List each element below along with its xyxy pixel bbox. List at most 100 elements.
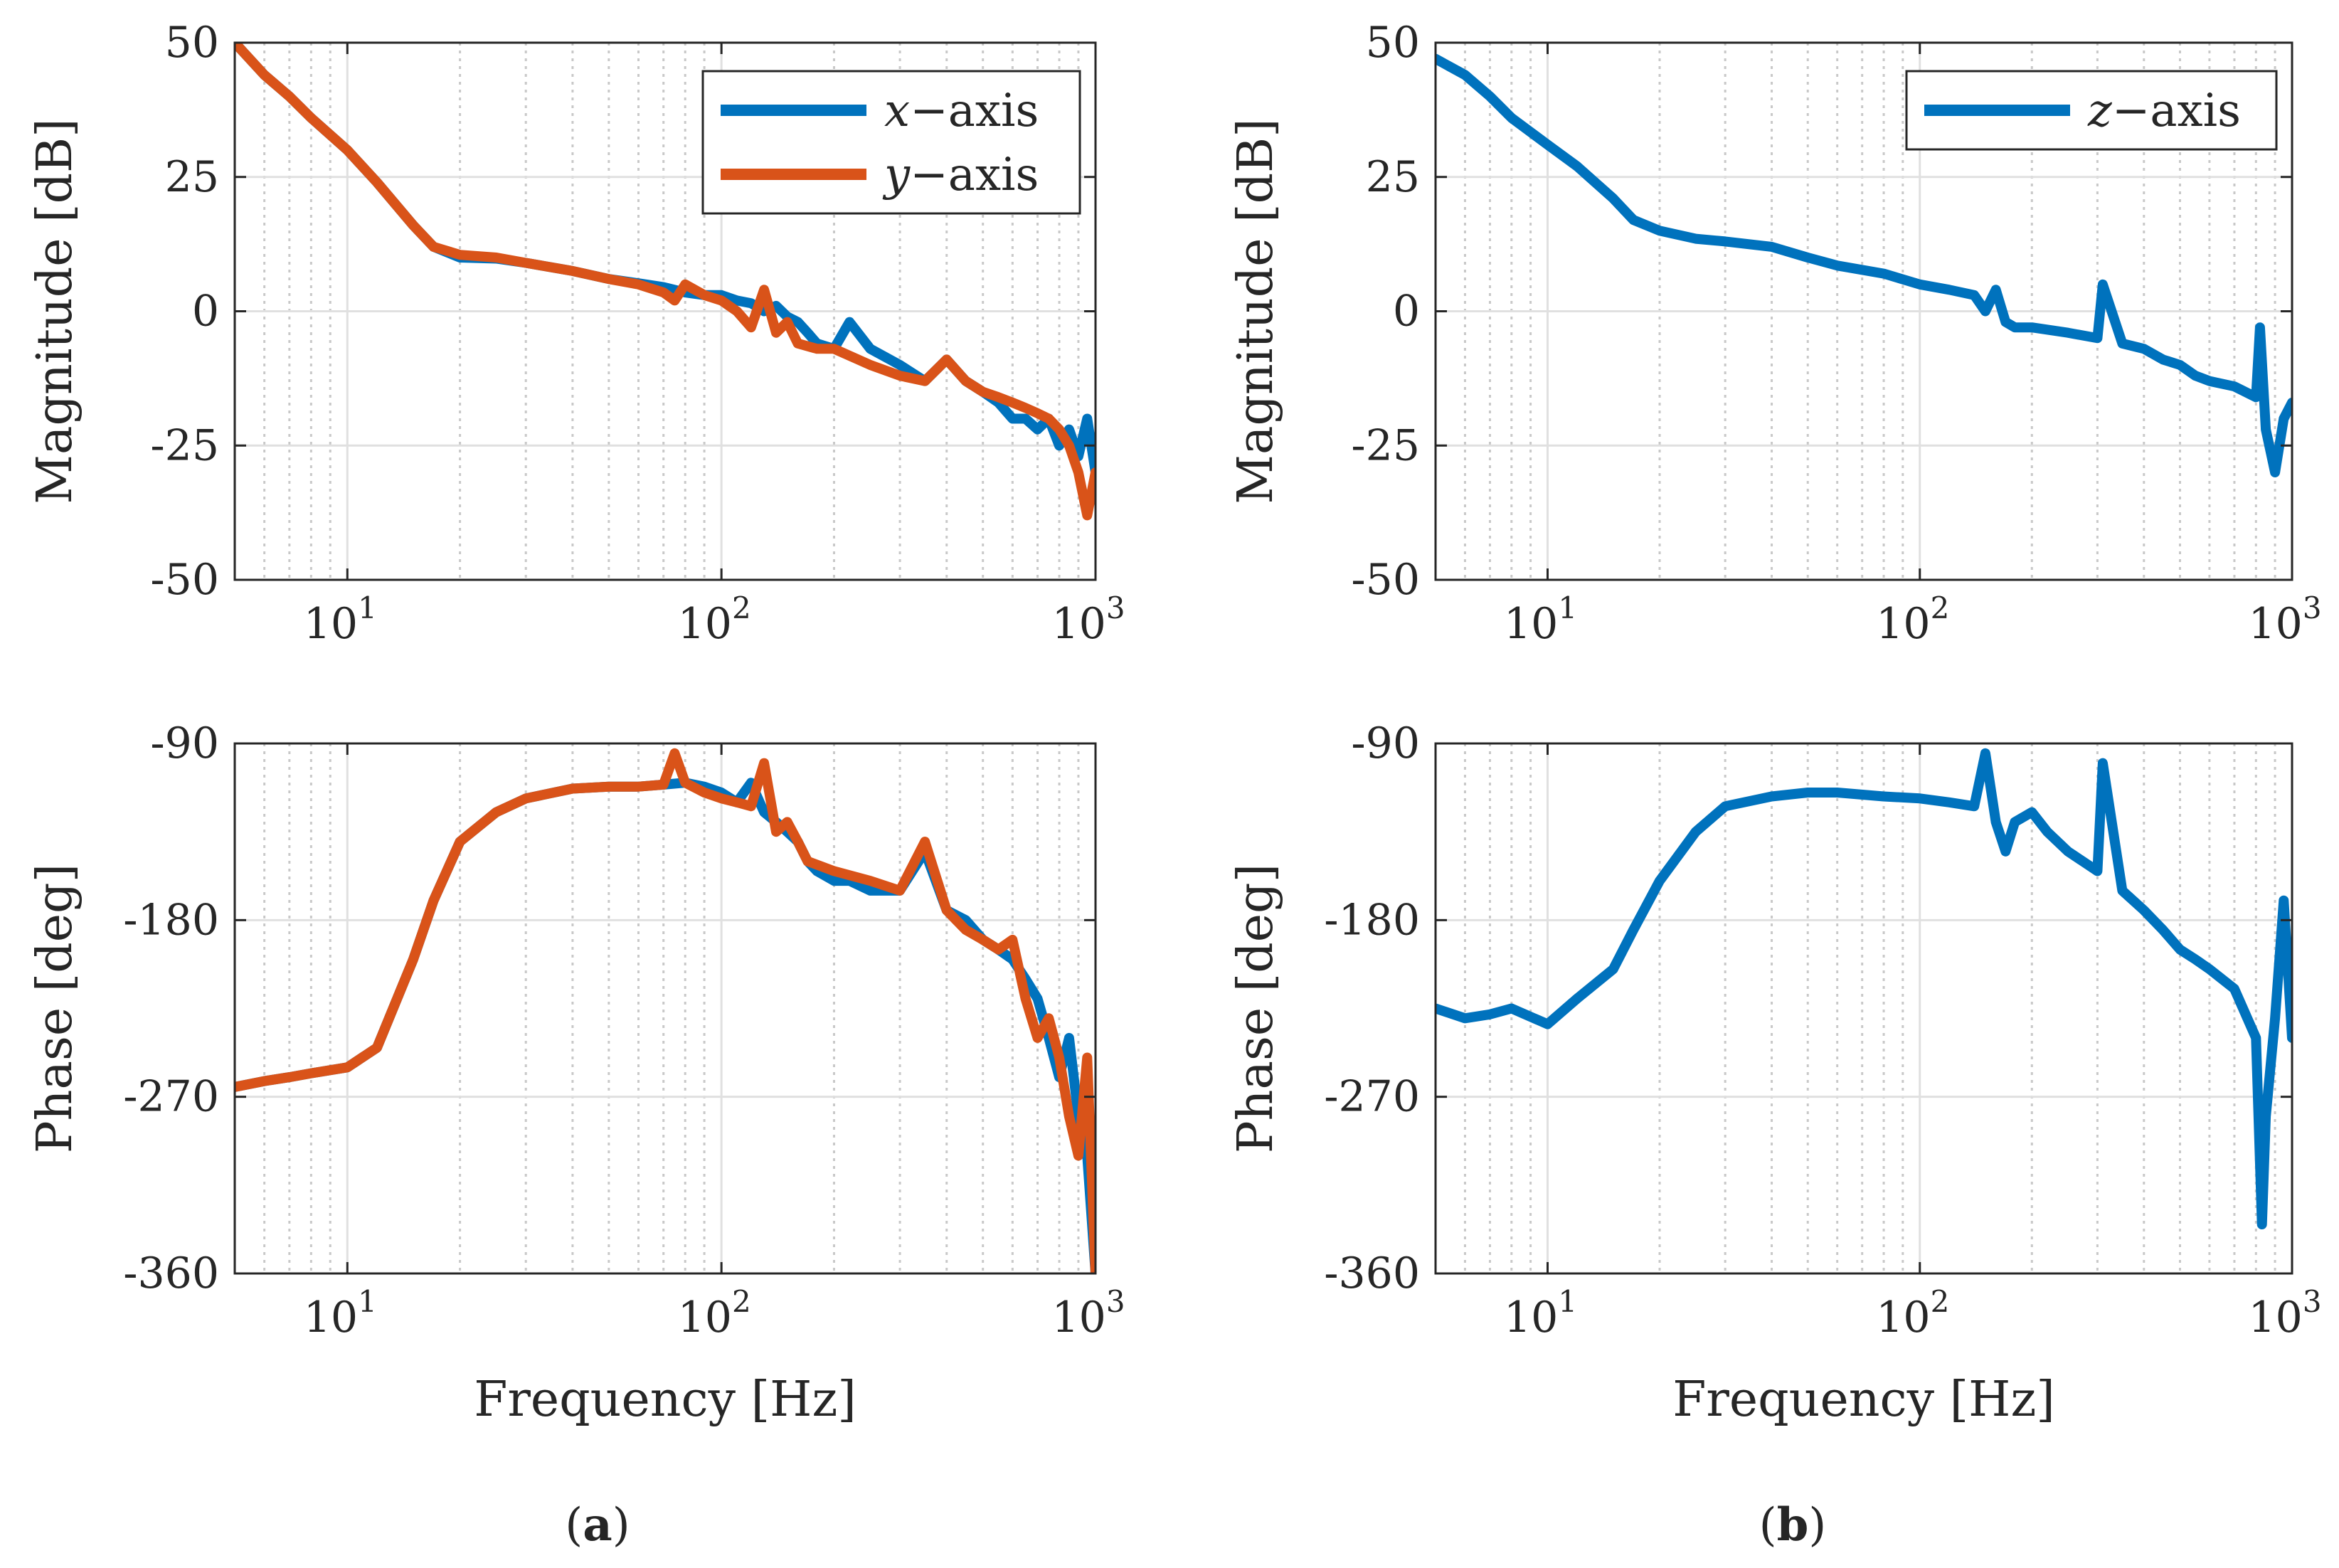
- x-tick-label: 101: [304, 1284, 377, 1342]
- minor-grid: [263, 743, 1080, 1273]
- x-tick-label: 102: [1876, 1284, 1949, 1342]
- y-tick-label: -360: [123, 1249, 219, 1298]
- x-tick-exponent: 1: [358, 1284, 377, 1319]
- x-tick-exponent: 1: [358, 590, 377, 625]
- plot-area: [235, 743, 1096, 1273]
- caption-letter: a: [583, 1498, 612, 1552]
- tick-marks: [1436, 41, 2293, 581]
- x-tick-base: 10: [1876, 1293, 1930, 1342]
- x-tick-base: 10: [304, 599, 358, 649]
- x-tick-label: 101: [1504, 590, 1577, 649]
- legend-label: z−axis: [2087, 85, 2241, 137]
- x-tick-exponent: 2: [1931, 1284, 1950, 1319]
- x-tick-base: 10: [1876, 599, 1930, 649]
- x-axis-label: Frequency [Hz]: [474, 1372, 856, 1428]
- caption-open: (: [565, 1499, 583, 1552]
- x-tick-label: 102: [1876, 590, 1949, 649]
- y-tick-label: 50: [165, 18, 219, 68]
- x-tick-base: 10: [1051, 599, 1105, 649]
- x-tick-label: 101: [304, 590, 377, 649]
- tick-marks: [235, 41, 1097, 581]
- axes-box: [233, 742, 1097, 1275]
- legend-label: x−axis: [884, 85, 1039, 137]
- x-tick-exponent: 3: [1106, 1284, 1125, 1319]
- y-tick-label: -180: [123, 895, 219, 945]
- x-tick-exponent: 2: [1931, 590, 1950, 625]
- tick-marks: [235, 742, 1097, 1275]
- x-tick-base: 10: [678, 1293, 732, 1342]
- x-tick-base: 10: [678, 599, 732, 649]
- caption-letter: b: [1777, 1498, 1809, 1552]
- legend-box: [701, 70, 1081, 215]
- x-tick-label: 103: [2248, 590, 2321, 649]
- major-grid: [1436, 43, 2292, 580]
- x-tick-base: 10: [2248, 1293, 2302, 1342]
- x-tick-label: 101: [1504, 1284, 1577, 1342]
- x-tick-exponent: 3: [1106, 590, 1125, 625]
- x-tick-base: 10: [304, 1293, 358, 1342]
- x-tick-label: 103: [1051, 590, 1125, 649]
- x-tick-label: 103: [2248, 1284, 2321, 1342]
- y-tick-label: -25: [1351, 420, 1420, 470]
- legend-var: z: [2087, 85, 2113, 137]
- y-axis-label: Magnitude [dB]: [27, 118, 83, 504]
- y-axis-label: Magnitude [dB]: [1228, 118, 1284, 504]
- y-tick-label: 0: [192, 287, 219, 337]
- series-group: [235, 43, 1096, 521]
- x-tick-label: 102: [678, 1284, 751, 1342]
- legend-suffix: −axis: [910, 85, 1039, 137]
- series-group: [1436, 53, 2292, 477]
- tick-marks: [1436, 742, 2293, 1275]
- x-tick-label: 103: [1051, 1284, 1125, 1342]
- y-tick-label: -90: [150, 719, 219, 768]
- x-tick-label: 102: [678, 590, 751, 649]
- plot-area: [1436, 743, 2292, 1273]
- y-tick-label: -25: [150, 420, 219, 470]
- caption-close: ): [1808, 1499, 1826, 1552]
- legend-suffix: −axis: [2112, 85, 2241, 137]
- legend-suffix: −axis: [910, 149, 1039, 201]
- caption-open: (: [1759, 1499, 1777, 1552]
- y-tick-label: -270: [123, 1072, 219, 1122]
- x-tick-exponent: 2: [732, 1284, 751, 1319]
- minor-grid: [1463, 743, 2276, 1273]
- legend-var: x: [884, 85, 910, 137]
- x-tick-base: 10: [2248, 599, 2302, 649]
- y-tick-label: -360: [1324, 1249, 1420, 1298]
- legend-label: y−axis: [882, 149, 1039, 201]
- axes-box: [1434, 742, 2293, 1275]
- legend: z−axis: [1905, 70, 2278, 151]
- y-axis-label: Phase [deg]: [27, 864, 83, 1153]
- x-tick-base: 10: [1504, 599, 1558, 649]
- y-tick-label: -50: [1351, 555, 1420, 605]
- y-tick-label: 50: [1366, 18, 1420, 68]
- x-tick-exponent: 1: [1558, 590, 1577, 625]
- series-group: [1436, 748, 2292, 1229]
- legend-var: y: [882, 149, 911, 201]
- y-tick-label: -90: [1351, 719, 1420, 768]
- caption-close: ): [612, 1499, 630, 1552]
- y-tick-label: 25: [1366, 152, 1420, 202]
- y-tick-label: -270: [1324, 1072, 1420, 1122]
- series-line-y−axis: [235, 43, 1096, 521]
- series-group: [235, 748, 1096, 1273]
- x-axis-label: Frequency [Hz]: [1672, 1372, 2055, 1428]
- x-tick-exponent: 1: [1558, 1284, 1577, 1319]
- y-tick-label: -50: [150, 555, 219, 605]
- y-tick-label: 0: [1393, 287, 1420, 337]
- series-line-y−axis: [235, 748, 1096, 1273]
- y-tick-label: 25: [165, 152, 219, 202]
- x-tick-exponent: 3: [2303, 590, 2322, 625]
- x-tick-base: 10: [1504, 1293, 1558, 1342]
- x-tick-exponent: 2: [732, 590, 751, 625]
- y-tick-label: -180: [1324, 895, 1420, 945]
- y-axis-label: Phase [deg]: [1228, 864, 1284, 1153]
- panel-caption: (a): [565, 1498, 630, 1552]
- x-tick-base: 10: [1051, 1293, 1105, 1342]
